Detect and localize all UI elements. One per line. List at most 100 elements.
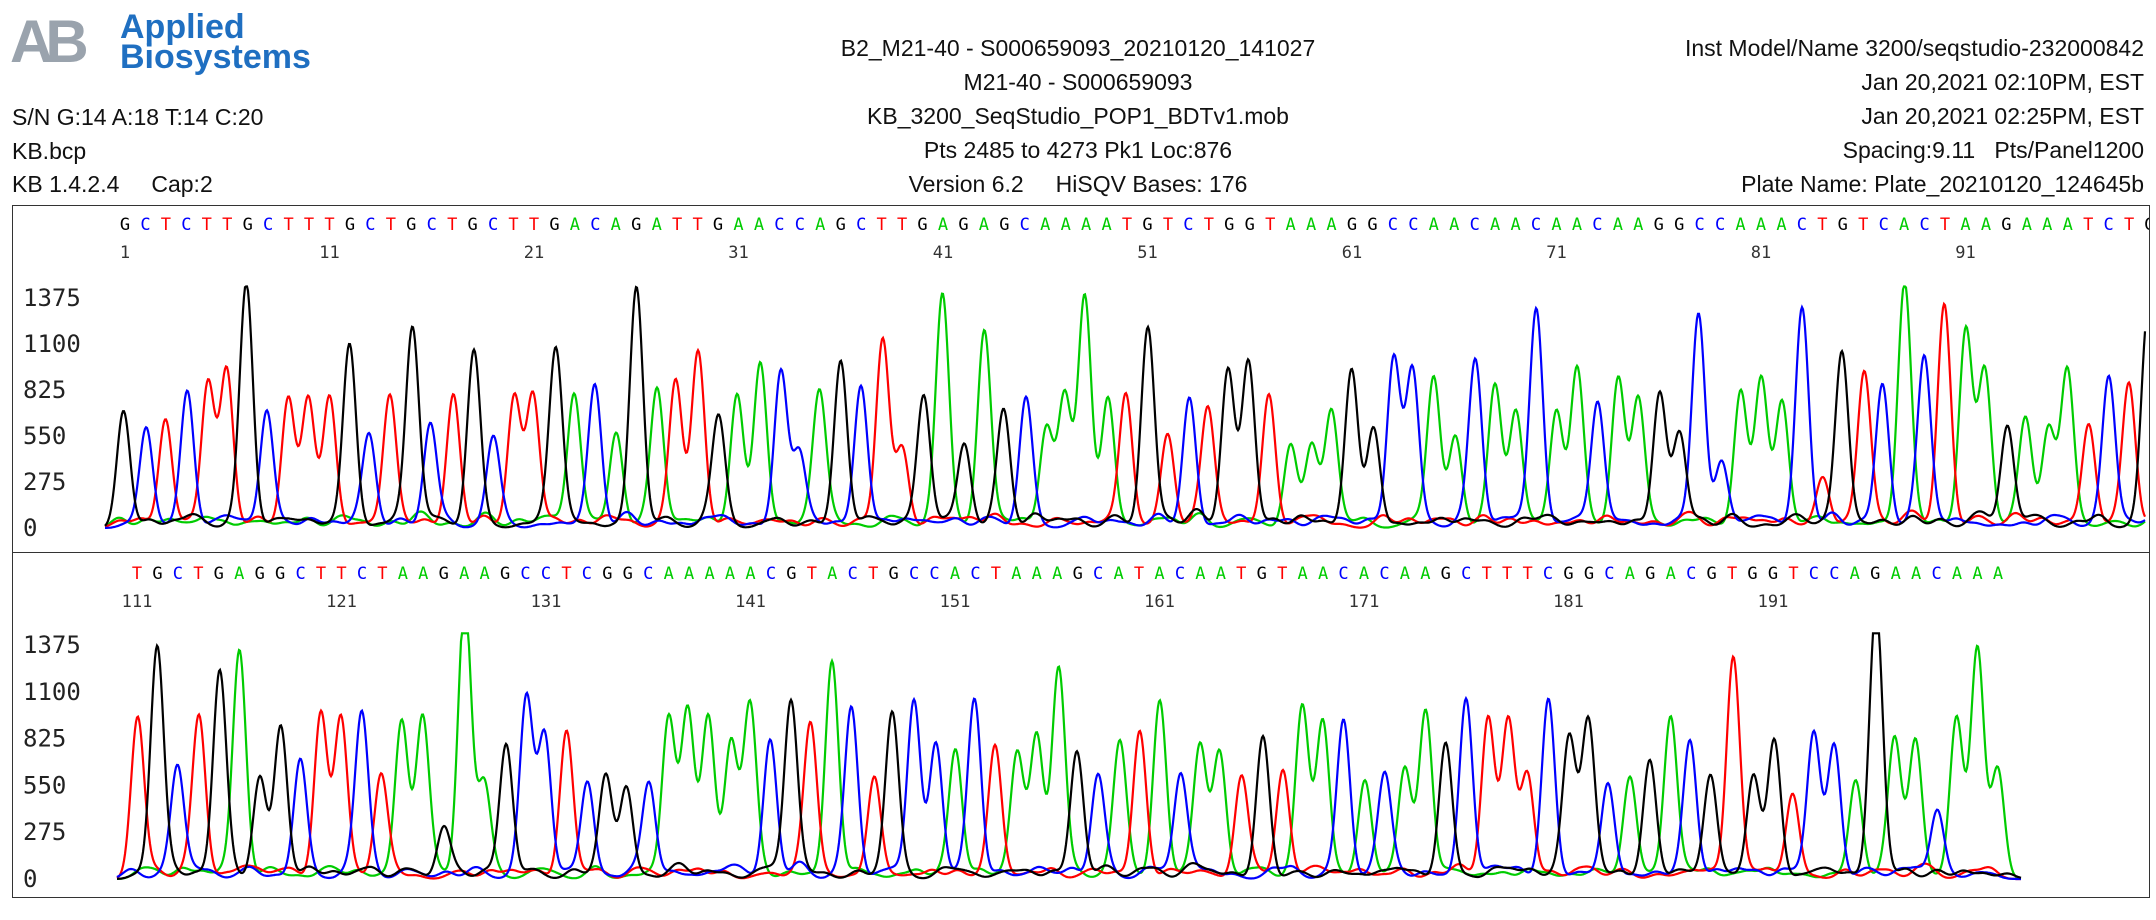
base-call-letter: G xyxy=(1645,564,1655,584)
trace-t xyxy=(116,654,2021,881)
base-call-letter: A xyxy=(1061,215,1071,235)
base-call-letter: T xyxy=(1502,564,1512,584)
base-call-letter: T xyxy=(316,564,326,584)
base-call-letter: T xyxy=(1204,215,1214,235)
base-call-letter: G xyxy=(917,215,927,235)
base-call-letter: A xyxy=(1216,564,1226,584)
base-call-letter: G xyxy=(999,215,1009,235)
base-call-letter: G xyxy=(2144,215,2149,235)
base-call-letter: A xyxy=(1756,215,1766,235)
logo-line-2: Biosystems xyxy=(120,38,311,76)
base-call-letter: G xyxy=(549,215,559,235)
base-call-letter: G xyxy=(602,564,612,584)
base-call-letter: T xyxy=(1940,215,1950,235)
base-call-letter: C xyxy=(1093,564,1103,584)
base-call-letter: T xyxy=(1134,564,1144,584)
sample-file-name: B2_M21-40 - S000659093_20210120_141027 xyxy=(840,35,1316,61)
base-call-letter: C xyxy=(488,215,498,235)
base-call-letter: T xyxy=(561,564,571,584)
base-call-letter: A xyxy=(1952,564,1962,584)
base-call-letter: A xyxy=(480,564,490,584)
base-call-letter: A xyxy=(684,564,694,584)
base-call-letter: G xyxy=(1073,564,1083,584)
base-call-letter: T xyxy=(1122,215,1132,235)
base-call-letter: C xyxy=(856,215,866,235)
base-call-letter: A xyxy=(1850,564,1860,584)
base-call-letter: T xyxy=(868,564,878,584)
base-call-letter: G xyxy=(1768,564,1778,584)
base-call-letter: A xyxy=(1510,215,1520,235)
base-call-letter: C xyxy=(590,215,600,235)
base-call-letter: A xyxy=(1666,564,1676,584)
base-call-letter: C xyxy=(427,215,437,235)
base-call-letter: C xyxy=(181,215,191,235)
base-call-letter: T xyxy=(1817,215,1827,235)
base-call-letter: G xyxy=(1584,564,1594,584)
base-call-letter: C xyxy=(1931,564,1941,584)
y-tick-label: 275 xyxy=(23,818,66,846)
base-call-letter: C xyxy=(1531,215,1541,235)
signal-strength: S/N G:14 A:18 T:14 C:20 xyxy=(12,104,264,130)
base-position-label: 71 xyxy=(1546,243,1566,263)
base-call-letter: T xyxy=(1788,564,1798,584)
trace-g xyxy=(116,632,2022,880)
base-call-letter: A xyxy=(398,564,408,584)
base-call-letter: A xyxy=(827,564,837,584)
base-call-letter: T xyxy=(1265,215,1275,235)
trace-lines xyxy=(116,632,2022,881)
trace-c xyxy=(105,304,2146,529)
base-call-letter: A xyxy=(1551,215,1561,235)
base-call-letter: C xyxy=(1809,564,1819,584)
base-call-letter: T xyxy=(447,215,457,235)
base-call-letter: A xyxy=(418,564,428,584)
base-call-letter: T xyxy=(692,215,702,235)
base-position-label: 191 xyxy=(1758,592,1789,612)
logo-line-1: Applied xyxy=(120,8,245,46)
base-call-letter: T xyxy=(672,215,682,235)
base-call-letter: T xyxy=(132,564,142,584)
trace-c xyxy=(116,690,2021,881)
base-position-label: 131 xyxy=(531,592,562,612)
base-call-letter: C xyxy=(1592,215,1602,235)
y-tick-label: 0 xyxy=(23,514,37,542)
y-tick-label: 825 xyxy=(23,725,66,753)
base-call-letter: C xyxy=(1686,564,1696,584)
base-call-letter: C xyxy=(357,564,367,584)
base-call-letter: A xyxy=(1993,564,2003,584)
base-call-letter: C xyxy=(643,564,653,584)
base-call-letter: G xyxy=(243,215,253,235)
base-call-letter: C xyxy=(774,215,784,235)
base-call-letter: A xyxy=(2063,215,2073,235)
base-call-letter: T xyxy=(222,215,232,235)
base-call-letter: G xyxy=(1245,215,1255,235)
base-call-letter: A xyxy=(1154,564,1164,584)
base-position-label: 91 xyxy=(1955,243,1975,263)
base-call-letter: C xyxy=(541,564,551,584)
base-call-letter: A xyxy=(1286,215,1296,235)
base-call-letter: A xyxy=(2022,215,2032,235)
base-call-letter: A xyxy=(1735,215,1745,235)
base-call-letter: A xyxy=(1298,564,1308,584)
base-call-letter: C xyxy=(848,564,858,584)
base-call-letter: T xyxy=(324,215,334,235)
sample-name: M21-40 - S000659093 xyxy=(963,69,1193,95)
base-call-letter: T xyxy=(304,215,314,235)
run-start-date: Jan 20,2021 02:10PM, EST xyxy=(1861,69,2144,95)
base-call-letter: G xyxy=(889,564,899,584)
base-call-letter: A xyxy=(1101,215,1111,235)
version-hisqv: Version 6.2 HiSQV Bases: 176 xyxy=(908,171,1248,197)
base-position-label: 61 xyxy=(1342,243,1362,263)
base-call-letter: T xyxy=(2083,215,2093,235)
base-call-letter: A xyxy=(1052,564,1062,584)
base-position-label: 31 xyxy=(728,243,748,263)
base-call-letter: G xyxy=(500,564,510,584)
base-call-letter: G xyxy=(1441,564,1451,584)
base-position-label: 181 xyxy=(1553,592,1584,612)
base-call-letter: C xyxy=(766,564,776,584)
base-call-letter: G xyxy=(631,215,641,235)
base-call-letter: A xyxy=(1359,564,1369,584)
base-call-letter: G xyxy=(1870,564,1880,584)
y-tick-label: 1100 xyxy=(23,678,81,706)
